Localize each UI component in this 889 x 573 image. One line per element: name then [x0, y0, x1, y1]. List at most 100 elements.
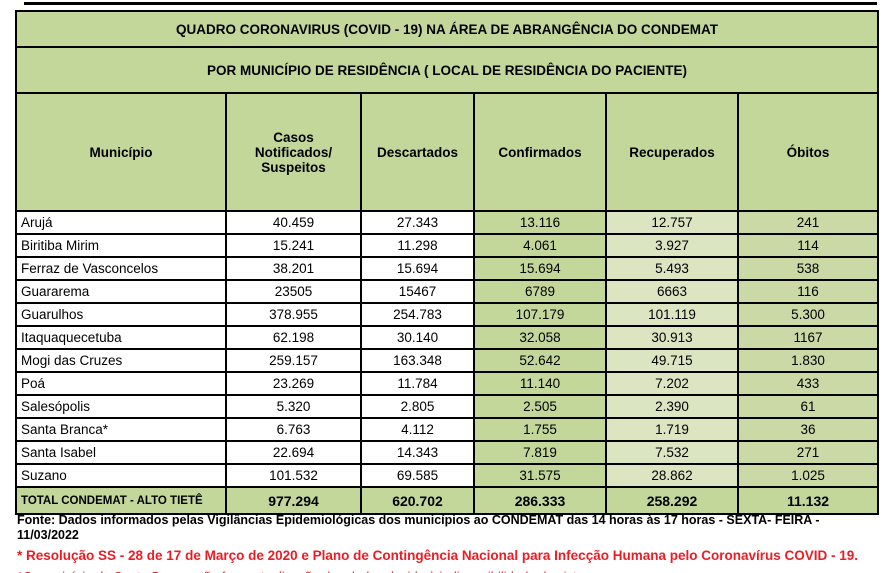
- descartados-cell: 27.343: [360, 210, 475, 235]
- table-subtitle: POR MUNICÍPIO DE RESIDÊNCIA ( LOCAL DE R…: [14, 46, 880, 94]
- confirmados-cell: 31.575: [473, 463, 607, 488]
- total-descartados: 620.702: [360, 486, 475, 515]
- total-recuperados: 258.292: [605, 486, 739, 515]
- recuperados-cell: 7.202: [605, 371, 739, 396]
- obitos-cell: 1167: [736, 325, 880, 350]
- notificados-cell: 101.532: [225, 463, 362, 488]
- footnotes: Fonte: Dados informados pelas Vigilância…: [17, 513, 877, 573]
- confirmados-cell: 52.642: [473, 348, 607, 373]
- total-obitos: 11.132: [736, 486, 880, 515]
- total-confirmados: 286.333: [473, 486, 607, 515]
- obitos-cell: 241: [736, 210, 880, 235]
- recuperados-cell: 28.862: [605, 463, 739, 488]
- total-row: TOTAL CONDEMAT - ALTO TIETÊ 977.294 620.…: [15, 486, 880, 515]
- total-label: TOTAL CONDEMAT - ALTO TIETÊ: [15, 486, 227, 515]
- descartados-cell: 14.343: [360, 440, 475, 465]
- municipality-cell: Arujá: [15, 210, 227, 235]
- top-border-rule: [24, 2, 877, 5]
- descartados-cell: 69.585: [360, 463, 475, 488]
- notificados-cell: 62.198: [225, 325, 362, 350]
- col-header-obitos: Óbitos: [736, 92, 880, 212]
- column-header-row: Município Casos Notificados/ Suspeitos D…: [15, 92, 880, 212]
- notificados-cell: 23.269: [225, 371, 362, 396]
- table-subtitle-row: POR MUNICÍPIO DE RESIDÊNCIA ( LOCAL DE R…: [14, 46, 880, 94]
- confirmados-cell: 1.755: [473, 417, 607, 442]
- recuperados-cell: 12.757: [605, 210, 739, 235]
- municipality-cell: Guarulhos: [15, 302, 227, 327]
- descartados-cell: 163.348: [360, 348, 475, 373]
- table-row: Salesópolis 5.320 2.805 2.505 2.390 61: [15, 394, 880, 419]
- municipality-cell: Mogi das Cruzes: [15, 348, 227, 373]
- obitos-cell: 114: [736, 233, 880, 258]
- col-header-notificados: Casos Notificados/ Suspeitos: [225, 92, 362, 212]
- descartados-cell: 254.783: [360, 302, 475, 327]
- recuperados-cell: 30.913: [605, 325, 739, 350]
- table-row: Suzano 101.532 69.585 31.575 28.862 1.02…: [15, 463, 880, 488]
- municipality-cell: Poá: [15, 371, 227, 396]
- descartados-cell: 30.140: [360, 325, 475, 350]
- table-title-row: QUADRO CORONAVIRUS (COVID - 19) NA ÁREA …: [14, 10, 880, 48]
- table-row: Arujá 40.459 27.343 13.116 12.757 241: [15, 210, 880, 235]
- notificados-cell: 259.157: [225, 348, 362, 373]
- notificados-cell: 5.320: [225, 394, 362, 419]
- confirmados-cell: 11.140: [473, 371, 607, 396]
- table-row: Guararema 23505 15467 6789 6663 116: [15, 279, 880, 304]
- confirmados-cell: 15.694: [473, 256, 607, 281]
- municipality-cell: Suzano: [15, 463, 227, 488]
- notificados-cell: 15.241: [225, 233, 362, 258]
- municipality-cell: Biritiba Mirim: [15, 233, 227, 258]
- descartados-cell: 11.298: [360, 233, 475, 258]
- obitos-cell: 116: [736, 279, 880, 304]
- descartados-cell: 2.805: [360, 394, 475, 419]
- recuperados-cell: 5.493: [605, 256, 739, 281]
- obitos-cell: 538: [736, 256, 880, 281]
- confirmados-cell: 13.116: [473, 210, 607, 235]
- recuperados-cell: 6663: [605, 279, 739, 304]
- recuperados-cell: 7.532: [605, 440, 739, 465]
- recuperados-cell: 49.715: [605, 348, 739, 373]
- descartados-cell: 4.112: [360, 417, 475, 442]
- col-header-descartados: Descartados: [360, 92, 475, 212]
- descartados-cell: 11.784: [360, 371, 475, 396]
- notificados-cell: 378.955: [225, 302, 362, 327]
- obitos-cell: 5.300: [736, 302, 880, 327]
- obitos-cell: 1.830: [736, 348, 880, 373]
- obitos-cell: 61: [736, 394, 880, 419]
- table-row: Mogi das Cruzes 259.157 163.348 52.642 4…: [15, 348, 880, 373]
- obitos-cell: 1.025: [736, 463, 880, 488]
- confirmados-cell: 32.058: [473, 325, 607, 350]
- col-header-municipio: Município: [15, 92, 227, 212]
- recuperados-cell: 2.390: [605, 394, 739, 419]
- municipality-cell: Itaquaquecetuba: [15, 325, 227, 350]
- notificados-cell: 6.763: [225, 417, 362, 442]
- recuperados-cell: 101.119: [605, 302, 739, 327]
- recuperados-cell: 1.719: [605, 417, 739, 442]
- col-header-confirmados: Confirmados: [473, 92, 607, 212]
- resolution-note: * Resolução SS - 28 de 17 de Março de 20…: [17, 548, 859, 563]
- descartados-cell: 15467: [360, 279, 475, 304]
- obitos-cell: 433: [736, 371, 880, 396]
- notificados-cell: 38.201: [225, 256, 362, 281]
- table-row: Ferraz de Vasconcelos 38.201 15.694 15.6…: [15, 256, 880, 281]
- source-note: Fonte: Dados informados pelas Vigilância…: [17, 513, 820, 542]
- municipality-cell: Salesópolis: [15, 394, 227, 419]
- table-title: QUADRO CORONAVIRUS (COVID - 19) NA ÁREA …: [14, 10, 880, 48]
- notificados-cell: 23505: [225, 279, 362, 304]
- table-row: Biritiba Mirim 15.241 11.298 4.061 3.927…: [15, 233, 880, 258]
- confirmados-cell: 107.179: [473, 302, 607, 327]
- obitos-cell: 271: [736, 440, 880, 465]
- table-row: Poá 23.269 11.784 11.140 7.202 433: [15, 371, 880, 396]
- table-row: Santa Isabel 22.694 14.343 7.819 7.532 2…: [15, 440, 880, 465]
- municipality-cell: Guararema: [15, 279, 227, 304]
- notificados-cell: 40.459: [225, 210, 362, 235]
- table-row: Santa Branca* 6.763 4.112 1.755 1.719 36: [15, 417, 880, 442]
- confirmados-cell: 7.819: [473, 440, 607, 465]
- municipality-cell: Santa Branca*: [15, 417, 227, 442]
- obitos-cell: 36: [736, 417, 880, 442]
- covid-municipality-table: QUADRO CORONAVIRUS (COVID - 19) NA ÁREA …: [14, 10, 880, 515]
- confirmados-cell: 6789: [473, 279, 607, 304]
- table-row: Itaquaquecetuba 62.198 30.140 32.058 30.…: [15, 325, 880, 350]
- descartados-cell: 15.694: [360, 256, 475, 281]
- total-notificados: 977.294: [225, 486, 362, 515]
